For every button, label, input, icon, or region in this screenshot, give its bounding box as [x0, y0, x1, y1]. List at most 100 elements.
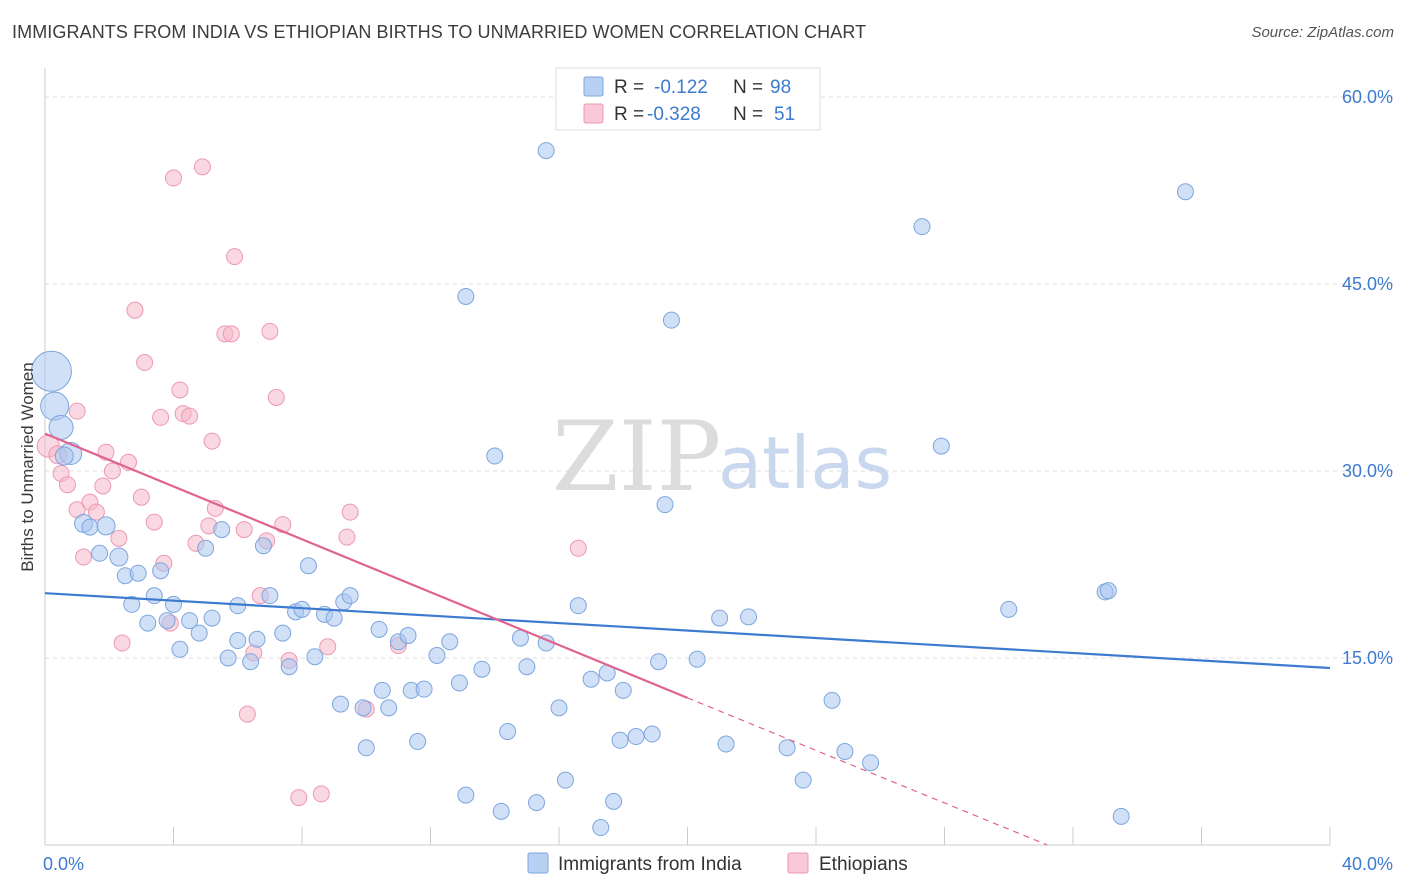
stats-legend: R = -0.122 N = 98 R = -0.328 N = 51	[555, 67, 821, 131]
point-india	[932, 437, 950, 455]
point-india	[499, 723, 517, 741]
point-india	[457, 287, 475, 305]
point-ethiopians	[312, 785, 330, 803]
trendline-ethiopians-extension	[687, 697, 1048, 846]
point-india	[380, 699, 398, 717]
point-india	[794, 771, 812, 789]
point-india	[778, 739, 796, 757]
point-ethiopians	[68, 402, 86, 420]
point-india	[197, 539, 215, 557]
point-ethiopians	[222, 325, 240, 343]
legend-r-value-ethiopians: -0.328	[647, 104, 701, 125]
point-india	[569, 597, 587, 615]
point-india	[109, 547, 129, 567]
trendline-ethiopians	[44, 432, 688, 699]
point-india	[123, 595, 141, 613]
point-india	[550, 699, 568, 717]
point-india	[627, 728, 645, 746]
gridlines	[45, 96, 1395, 659]
point-india	[415, 680, 433, 698]
point-india	[190, 624, 208, 642]
point-india	[81, 518, 99, 536]
point-india	[152, 562, 170, 580]
point-india	[656, 496, 674, 514]
y-tick-label: 45.0%	[1342, 274, 1393, 294]
watermark-atlas: atlas	[718, 421, 892, 505]
point-india	[373, 681, 391, 699]
series-ethiopians-points	[36, 158, 587, 807]
point-ethiopians	[145, 513, 163, 531]
point-india	[717, 735, 735, 753]
point-india	[457, 786, 475, 804]
point-india	[96, 516, 116, 536]
point-india	[158, 612, 176, 630]
point-india	[518, 658, 536, 676]
point-ethiopians	[319, 638, 337, 656]
legend-n-label-ethiopians: N =	[733, 104, 763, 125]
bottom-legend-india: Immigrants from India	[558, 854, 742, 875]
point-ethiopians	[235, 521, 253, 539]
x-tick-label-max: 40.0%	[1342, 854, 1393, 874]
bottom-legend-swatch-ethiopians	[787, 852, 809, 874]
point-ethiopians	[341, 503, 359, 521]
point-india	[662, 311, 680, 329]
point-india	[306, 648, 324, 666]
point-india	[30, 350, 72, 392]
legend-n-value-ethiopians: 51	[774, 104, 795, 125]
point-india	[129, 564, 147, 582]
watermark-zip: ZIP	[552, 401, 721, 513]
point-ethiopians	[136, 354, 154, 372]
point-ethiopians	[113, 634, 131, 652]
trendlines	[44, 432, 1331, 846]
point-india	[325, 609, 343, 627]
point-india	[229, 632, 247, 650]
point-india	[592, 819, 610, 837]
point-ethiopians	[75, 548, 93, 566]
point-india	[139, 614, 157, 632]
point-india	[614, 681, 632, 699]
point-india	[213, 521, 231, 539]
point-india	[473, 660, 491, 678]
legend-r-label-india: R =	[614, 77, 644, 98]
point-india	[261, 587, 279, 605]
point-ethiopians	[165, 169, 182, 187]
point-india	[688, 650, 706, 668]
point-ethiopians	[126, 301, 144, 319]
point-india	[428, 647, 446, 665]
point-india	[219, 649, 237, 667]
point-india	[203, 609, 221, 627]
legend-r-label-ethiopians: R =	[614, 104, 644, 125]
point-india	[913, 218, 931, 236]
point-ethiopians	[338, 528, 356, 546]
series-india-points	[30, 142, 1194, 837]
point-ethiopians	[110, 529, 128, 547]
watermark: ZIP atlas	[552, 401, 892, 513]
point-india	[650, 653, 668, 671]
point-india	[341, 587, 359, 605]
point-india	[91, 544, 109, 562]
point-ethiopians	[94, 477, 112, 495]
point-india	[165, 595, 182, 613]
point-india	[354, 699, 372, 717]
point-ethiopians	[203, 432, 221, 450]
point-india	[537, 142, 555, 160]
point-india	[248, 630, 266, 648]
point-india	[254, 537, 272, 555]
legend-swatch-india	[583, 76, 604, 97]
point-ethiopians	[238, 705, 256, 723]
point-india	[399, 627, 417, 645]
point-india	[357, 739, 375, 757]
point-india	[643, 725, 661, 743]
point-india	[862, 754, 880, 772]
point-india	[740, 608, 758, 626]
point-india	[242, 653, 260, 671]
legend-swatch-ethiopians	[583, 103, 604, 124]
point-india	[836, 743, 854, 760]
legend-n-value-india: 98	[770, 77, 791, 98]
x-tick-labels: 0.0% 40.0%	[43, 854, 1393, 874]
x-tick-label-min: 0.0%	[43, 854, 84, 874]
point-india	[409, 733, 427, 751]
point-ethiopians	[103, 462, 121, 480]
point-india	[711, 609, 729, 627]
